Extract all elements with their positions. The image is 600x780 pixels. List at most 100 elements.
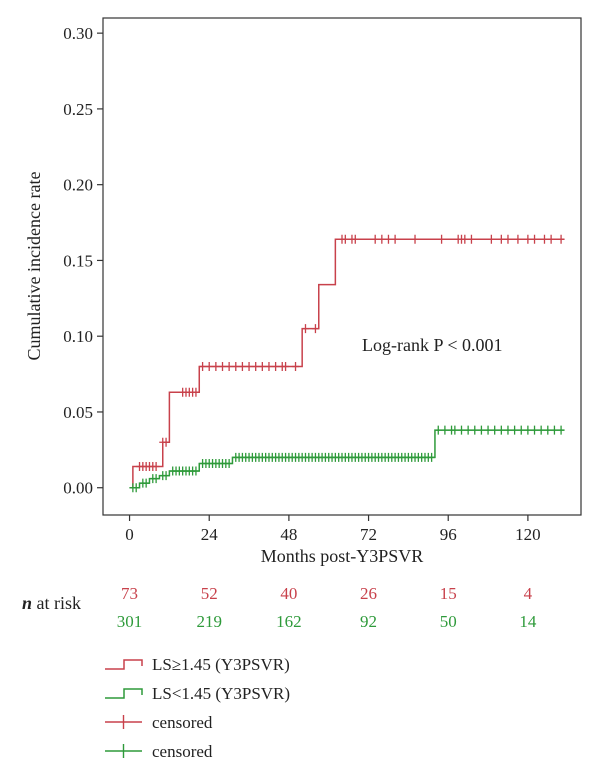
censor-mark — [142, 478, 150, 488]
x-tick-label: 96 — [440, 525, 457, 544]
legend-step-symbol — [105, 659, 143, 670]
x-tick-label: 24 — [201, 525, 219, 544]
censor-mark — [162, 471, 170, 481]
x-axis-title: Months post-Y3PSVR — [261, 546, 424, 566]
at-risk-value: 15 — [440, 584, 457, 603]
censor-mark — [265, 362, 273, 372]
legend-label: censored — [152, 713, 213, 732]
series-line-2 — [129, 429, 565, 489]
censor-mark — [428, 452, 436, 462]
at-risk-value: 162 — [276, 612, 302, 631]
censor-mark — [517, 425, 525, 435]
censor-mark — [212, 362, 220, 372]
censor-mark — [531, 234, 539, 244]
legend: LS≥1.45 (Y3PSVR) LS<1.45 (Y3PSVR) censored… — [105, 655, 290, 761]
censor-mark — [464, 425, 472, 435]
censor-mark — [461, 234, 469, 244]
at-risk-value: 219 — [196, 612, 222, 631]
censor-mark — [384, 234, 392, 244]
at-risk-value: 26 — [360, 584, 377, 603]
censor-mark — [219, 362, 226, 372]
at-risk-title: n at risk — [22, 593, 81, 613]
at-risk-value: 52 — [201, 584, 218, 603]
censor-mark — [441, 425, 449, 435]
legend-label: LS<1.45 (Y3PSVR) — [152, 684, 290, 703]
censor-mark — [557, 425, 565, 435]
censor-mark — [162, 437, 170, 447]
censor-mark — [484, 425, 492, 435]
censor-mark — [341, 234, 349, 244]
y-tick-label: 0.20 — [63, 176, 93, 195]
censor-mark — [497, 234, 505, 244]
censor-mark — [544, 425, 552, 435]
censor-mark — [311, 324, 319, 334]
censor-mark — [238, 362, 246, 372]
y-axis-title: Cumulative incidence rate — [24, 172, 44, 361]
legend-cross-symbol — [105, 744, 142, 758]
censor-mark — [504, 234, 512, 244]
censor-mark — [537, 425, 545, 435]
y-tick-label: 0.00 — [63, 479, 93, 498]
censor-mark — [282, 362, 290, 372]
censor-mark — [550, 425, 558, 435]
censor-mark — [391, 234, 399, 244]
at-risk-value: 14 — [519, 612, 537, 631]
at-risk-value: 50 — [440, 612, 457, 631]
legend-step-symbol — [105, 688, 143, 699]
censor-mark — [540, 234, 548, 244]
at-risk-value: 73 — [121, 584, 138, 603]
plot-frame — [102, 17, 582, 516]
censor-mark — [192, 387, 200, 397]
censor-mark — [371, 234, 379, 244]
censor-mark — [292, 362, 300, 372]
y-axis: 0.00 0.05 0.10 0.15 0.20 0.25 0.30 — [63, 24, 103, 498]
legend-label: LS≥1.45 (Y3PSVR) — [152, 655, 290, 674]
x-tick-label: 48 — [280, 525, 297, 544]
censor-mark — [272, 362, 280, 372]
legend-label: censored — [152, 742, 213, 761]
y-tick-label: 0.30 — [63, 24, 93, 43]
x-tick-label: 120 — [515, 525, 541, 544]
censor-mark — [477, 425, 485, 435]
censor-mark — [557, 234, 565, 244]
censor-mark — [192, 466, 200, 476]
series-line-1 — [129, 238, 565, 489]
censor-mark — [152, 462, 160, 472]
censor-mark — [351, 234, 359, 244]
censor-mark — [497, 425, 505, 435]
censor-mark — [205, 362, 213, 372]
censor-mark — [471, 425, 479, 435]
series-group — [129, 234, 565, 493]
censor-mark — [225, 362, 233, 372]
censor-mark — [438, 234, 446, 244]
censor-mark — [514, 234, 522, 244]
at-risk-table: 73 52 40 26 15 4 301 219 162 92 50 14 — [117, 584, 537, 631]
at-risk-value: 4 — [524, 584, 533, 603]
at-risk-value: 301 — [117, 612, 143, 631]
y-tick-label: 0.05 — [63, 403, 93, 422]
censor-mark — [132, 483, 140, 493]
legend-cross-symbol — [105, 715, 142, 729]
censor-mark — [434, 425, 442, 435]
censor-mark — [199, 362, 207, 372]
y-tick-label: 0.15 — [63, 251, 93, 270]
censor-mark — [531, 425, 539, 435]
censor-mark — [511, 425, 519, 435]
x-axis: 0 24 48 72 96 120 — [125, 515, 541, 544]
censor-mark — [152, 474, 160, 484]
censor-mark — [411, 234, 419, 244]
censor-mark — [524, 425, 532, 435]
y-tick-label: 0.10 — [63, 327, 93, 346]
at-risk-value: 40 — [280, 584, 297, 603]
censor-mark — [487, 234, 495, 244]
censor-mark — [245, 362, 253, 372]
censor-mark — [491, 425, 499, 435]
censor-mark — [378, 234, 386, 244]
censor-mark — [458, 425, 465, 435]
censor-mark — [504, 425, 512, 435]
y-tick-label: 0.25 — [63, 100, 93, 119]
at-risk-value: 92 — [360, 612, 377, 631]
plot-frame-group — [102, 17, 582, 516]
x-tick-label: 0 — [125, 525, 134, 544]
